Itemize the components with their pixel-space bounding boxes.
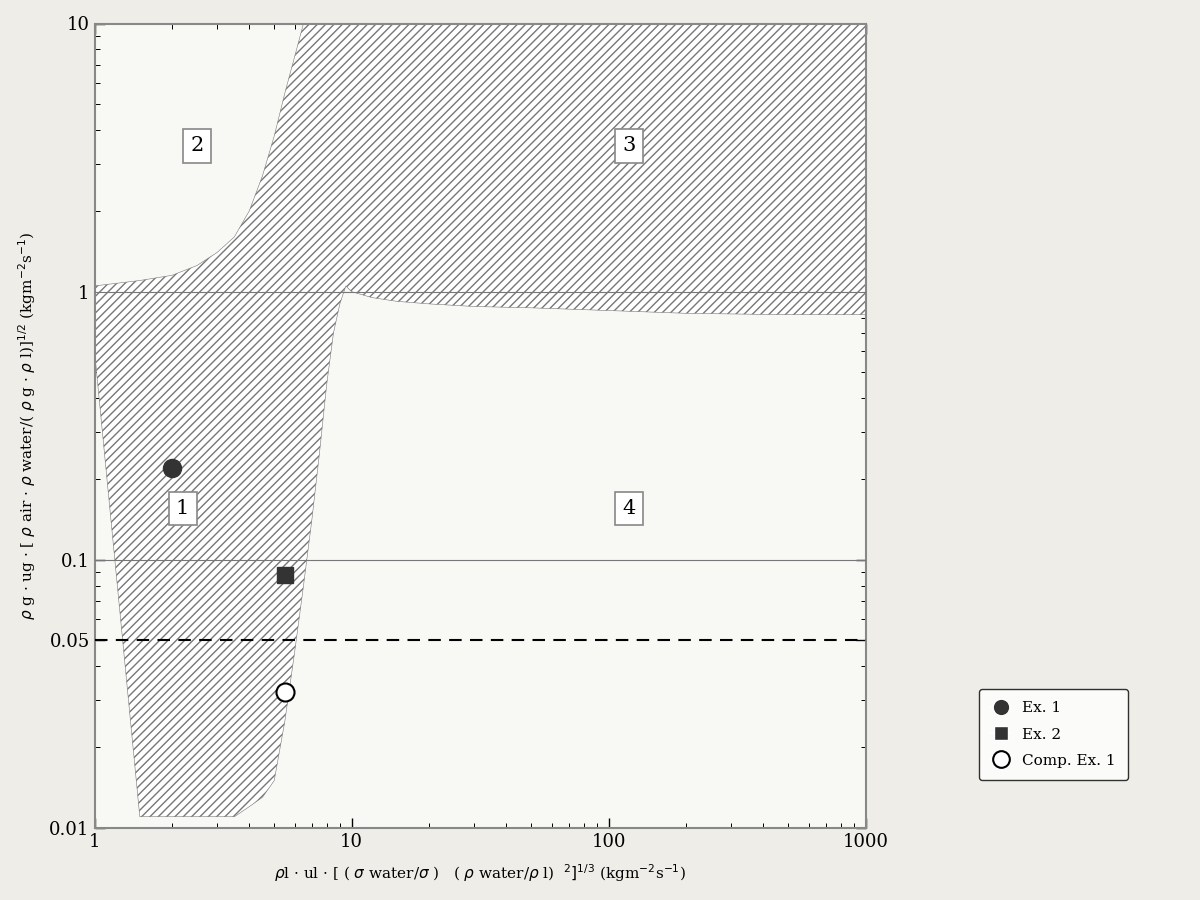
Text: 4: 4 [623, 500, 636, 518]
Text: 3: 3 [623, 136, 636, 155]
Y-axis label: $\rho$ g $\cdot$ ug $\cdot$ [ $\rho$ air $\cdot$ $\rho$ water/( $\rho$ g $\cdot$: $\rho$ g $\cdot$ ug $\cdot$ [ $\rho$ air… [17, 231, 38, 620]
Polygon shape [95, 23, 865, 816]
X-axis label: $\rho$l $\cdot$ ul $\cdot$ [ ( $\sigma$ water/$\sigma$ )   ( $\rho$ water/$\rho$: $\rho$l $\cdot$ ul $\cdot$ [ ( $\sigma$ … [274, 862, 686, 884]
Text: 1: 1 [176, 500, 190, 518]
Text: 2: 2 [191, 136, 204, 155]
Legend: Ex. 1, Ex. 2, Comp. Ex. 1: Ex. 1, Ex. 2, Comp. Ex. 1 [979, 689, 1128, 780]
